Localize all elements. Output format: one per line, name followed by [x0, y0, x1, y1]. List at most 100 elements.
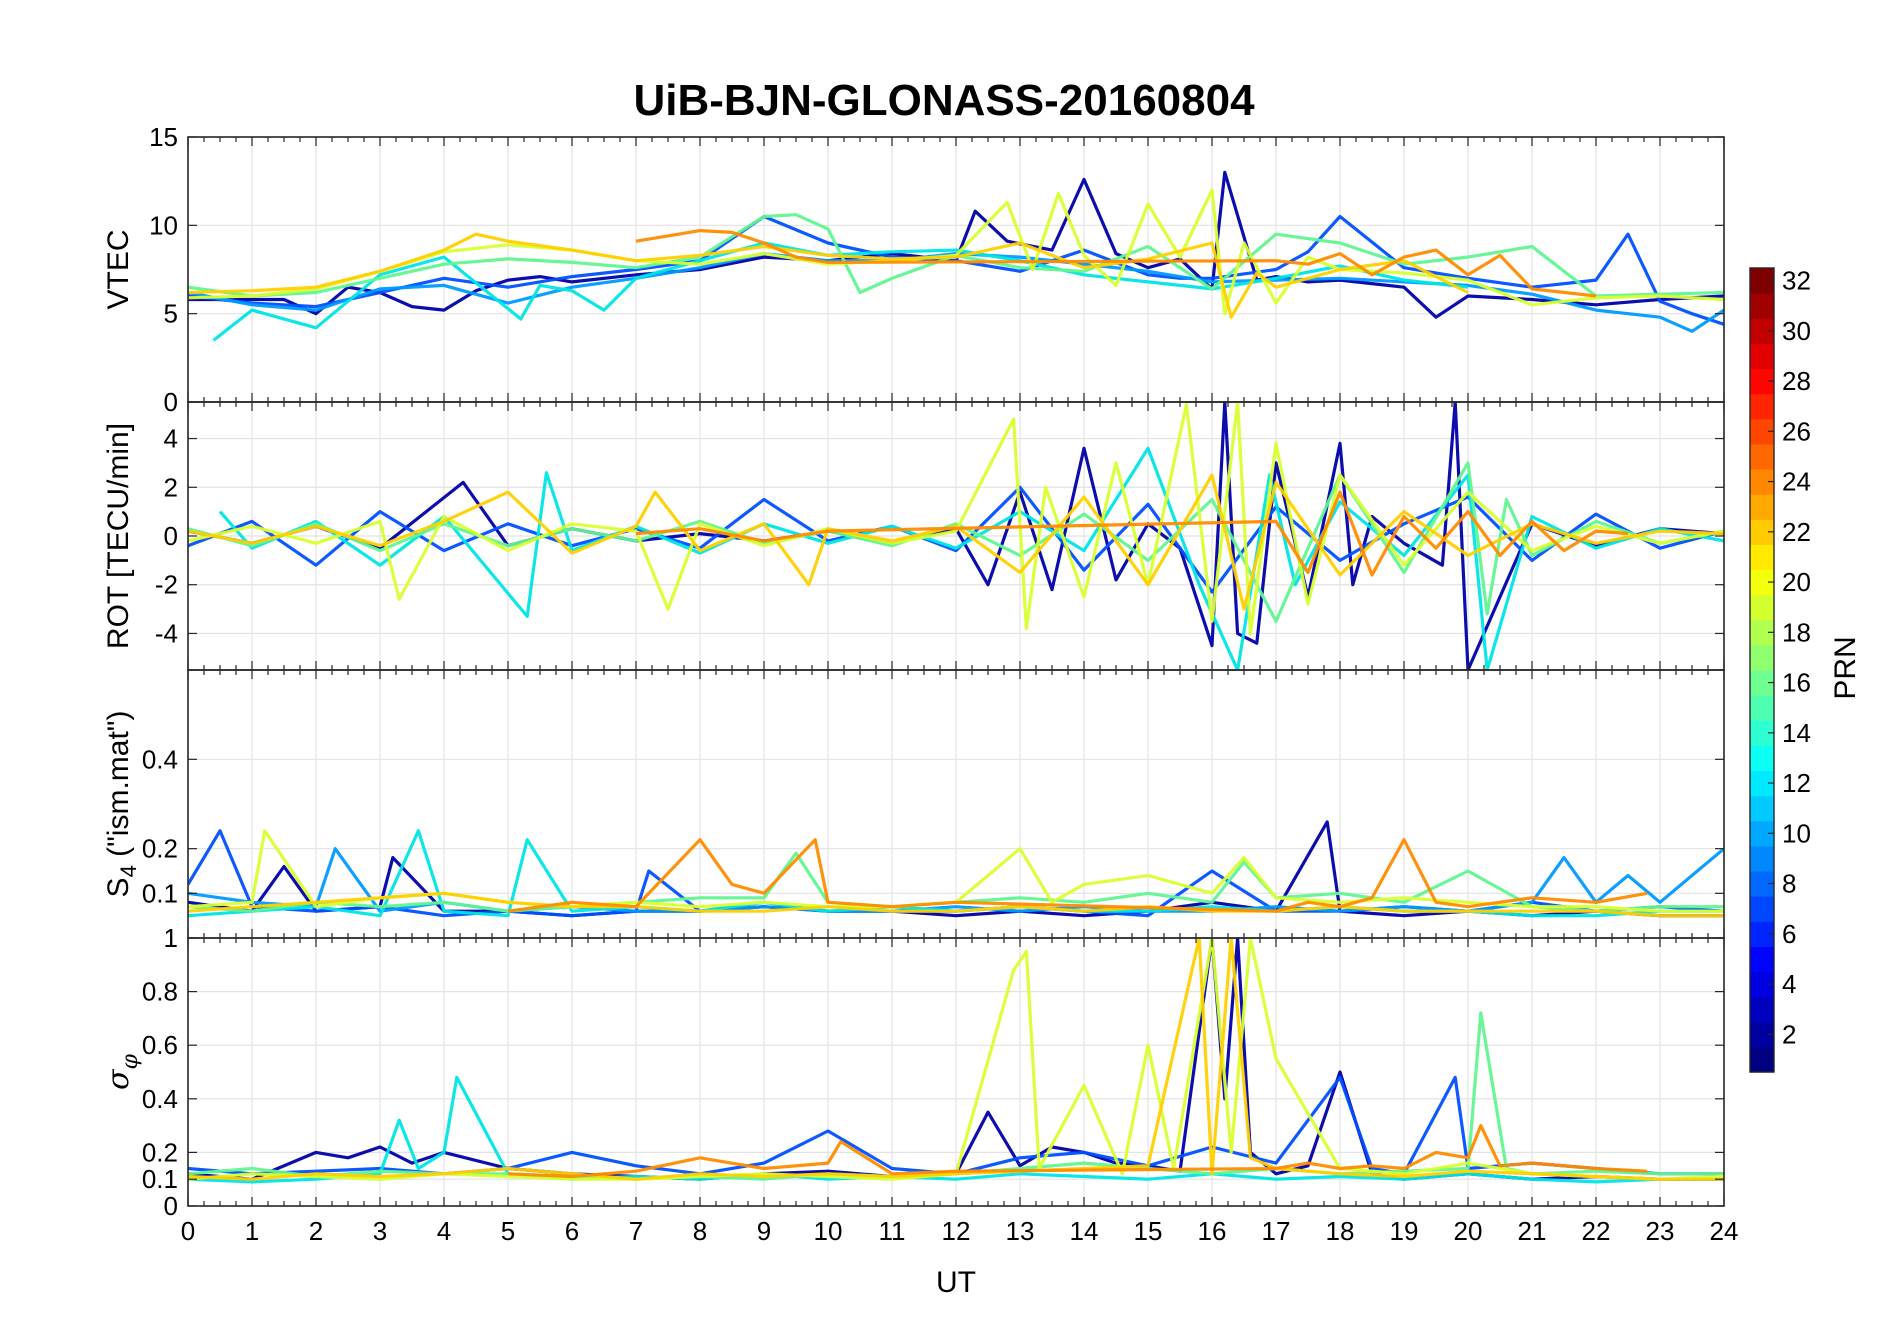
colorbar-cell [1750, 795, 1774, 822]
y-tick-label: 0.6 [142, 1030, 178, 1060]
x-tick-label: 16 [1198, 1216, 1227, 1246]
series-group [188, 402, 1724, 670]
series-prn-24 [507, 838, 1648, 913]
x-tick-label: 0 [181, 1216, 195, 1246]
x-tick-label: 15 [1134, 1216, 1163, 1246]
colorbar-tick-label: 8 [1782, 869, 1796, 899]
y-tick-label: 0.1 [142, 878, 178, 908]
colorbar-tick-label: 24 [1782, 467, 1811, 497]
x-tick-label: 11 [879, 1216, 906, 1246]
y-tick-label: 0.2 [142, 834, 178, 864]
colorbar-cell [1750, 293, 1774, 319]
colorbar-label: PRN [1829, 636, 1862, 699]
y-tick-label: 0.8 [142, 977, 178, 1007]
y-axis-label: VTEC [102, 229, 135, 309]
series-group [188, 938, 1724, 1184]
colorbar-tick-label: 6 [1782, 919, 1796, 949]
series-prn-24 [635, 229, 1597, 298]
colorbar-cell [1750, 343, 1774, 370]
x-axis-label: UT [936, 1266, 976, 1299]
y-tick-label: 5 [164, 299, 178, 329]
x-tick-label: 17 [1262, 1216, 1291, 1246]
series-prn-19 [188, 402, 1724, 636]
series-prn-7 [188, 485, 1724, 594]
colorbar-cell [1750, 896, 1774, 922]
colorbar-cell [1750, 1046, 1774, 1073]
x-tick-label: 5 [501, 1216, 515, 1246]
series-prn-19 [188, 938, 1724, 1181]
series-prn-16 [188, 461, 1724, 623]
x-tick-label: 24 [1710, 1216, 1739, 1246]
colorbar-tick-label: 14 [1782, 718, 1811, 748]
y-tick-label: 2 [164, 472, 178, 502]
x-tick-label: 3 [373, 1216, 387, 1246]
colorbar-cell [1750, 594, 1774, 621]
series-prn-24 [507, 1123, 1648, 1179]
colorbar-cell [1750, 393, 1774, 420]
x-tick-label: 9 [757, 1216, 771, 1246]
colorbar-tick-label: 18 [1782, 617, 1811, 647]
colorbar-tick-label: 28 [1782, 366, 1811, 396]
x-tick-label: 2 [309, 1216, 323, 1246]
panel-sigma: 00.10.2 0.4 0.6 0.8 1 σφ [101, 923, 1725, 1221]
y-tick-label: 0.2 [142, 1137, 178, 1167]
y-tick-label: 1 [164, 923, 178, 953]
colorbar-tick-label: 12 [1782, 768, 1811, 798]
series-prn-21 [188, 891, 1724, 918]
series-prn-2 [188, 170, 1724, 319]
x-tick-label: 14 [1070, 1216, 1099, 1246]
colorbar-cell [1750, 443, 1774, 470]
y-tick-label: 0.1 [142, 1164, 178, 1194]
colorbar-tick-label: 22 [1782, 517, 1811, 547]
chart-title: UiB-BJN-GLONASS-20160804 [633, 76, 1255, 125]
x-tick-label: 22 [1582, 1216, 1611, 1246]
x-tick-label: 6 [565, 1216, 579, 1246]
y-axis-label: S4 ("ism.mat") [102, 711, 141, 898]
y-tick-label: 0 [164, 1191, 178, 1221]
x-tick-label: 23 [1646, 1216, 1675, 1246]
x-tick-label: 1 [245, 1216, 259, 1246]
x-tick-label: 21 [1518, 1216, 1547, 1246]
x-tick-label: 20 [1454, 1216, 1483, 1246]
colorbar-frame [1749, 267, 1775, 1073]
colorbar-cell [1750, 494, 1774, 520]
colorbar-cell [1750, 845, 1774, 872]
y-tick-label: 0 [164, 387, 178, 417]
y-axis-label: ROT [TECU/min] [102, 423, 135, 649]
colorbar-cell [1750, 946, 1774, 973]
colorbar-tick-label: 26 [1782, 416, 1811, 446]
x-tick-label: 18 [1326, 1216, 1355, 1246]
colorbar-cell [1750, 745, 1774, 772]
x-tick-label: 13 [1006, 1216, 1035, 1246]
x-tick-label: 12 [942, 1216, 971, 1246]
series-prn-19 [188, 188, 1724, 316]
colorbar-cell [1750, 695, 1774, 721]
colorbar-tick-label: 20 [1782, 567, 1811, 597]
panel-s4: 0.1 0.2 0.4S4 ("ism.mat") [102, 669, 1725, 939]
panel-rot: -4 -2 0 2 4 ROT [TECU/min] [102, 401, 1725, 671]
y-axis-label: σφ [101, 1053, 143, 1089]
x-tick-label: 19 [1390, 1216, 1419, 1246]
colorbar-tick-label: 4 [1782, 969, 1796, 999]
colorbar-tick-label: 10 [1782, 818, 1811, 848]
series-prn-24 [635, 490, 1629, 577]
panel-vtec: 0 5 10 15 VTEC [102, 122, 1725, 417]
colorbar-tick-label: 30 [1782, 316, 1811, 346]
y-tick-label: 0.4 [142, 1084, 178, 1114]
x-tick-label: 8 [693, 1216, 707, 1246]
y-tick-label: -2 [155, 570, 178, 600]
x-tick-label: 10 [814, 1216, 843, 1246]
series-prn-21 [188, 232, 1469, 319]
series-prn-21 [188, 473, 1724, 611]
series-group [188, 170, 1724, 342]
y-tick-label: 0 [164, 521, 178, 551]
y-tick-label: -4 [155, 618, 178, 648]
colorbar-tick-label: 32 [1782, 266, 1811, 296]
x-tick-label: 7 [629, 1216, 643, 1246]
series-group [188, 820, 1724, 918]
y-tick-label: 4 [164, 424, 178, 454]
colorbar-tick-label: 2 [1782, 1019, 1796, 1049]
colorbar-cell [1750, 996, 1774, 1023]
y-tick-label: 0.4 [142, 744, 178, 774]
